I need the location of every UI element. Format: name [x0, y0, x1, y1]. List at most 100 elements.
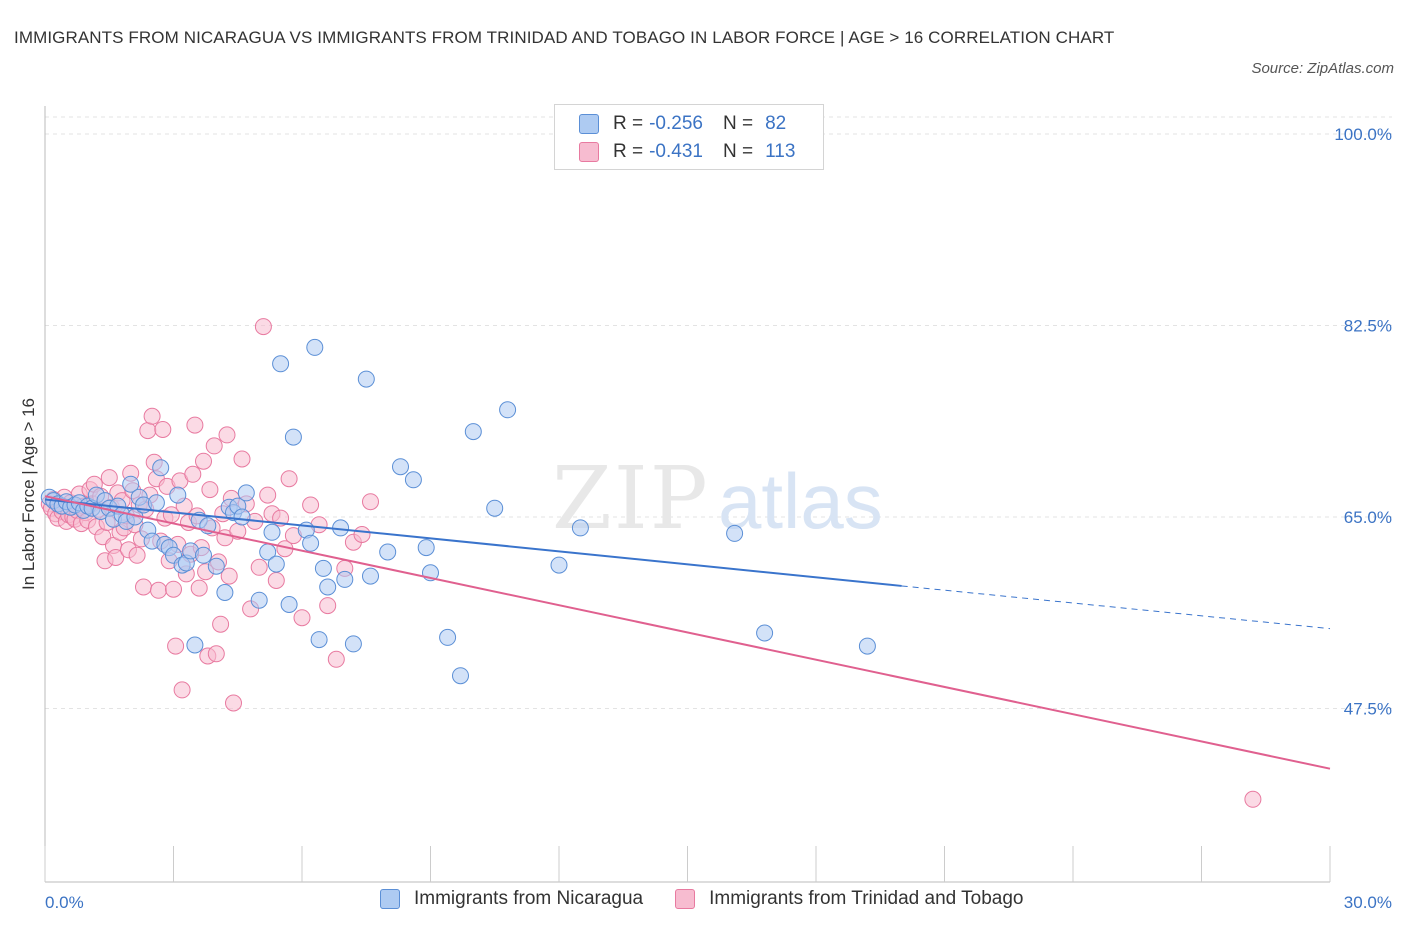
trinidad-point	[280, 470, 298, 488]
y-axis-label: In Labor Force | Age > 16	[19, 398, 38, 590]
trinidad-point	[128, 546, 146, 564]
nicaragua-point	[379, 543, 397, 561]
nicaragua-point	[392, 458, 409, 476]
trinidad-point	[250, 558, 268, 576]
nicaragua-point	[452, 667, 469, 685]
trinidad-point	[220, 567, 238, 585]
legend-swatch-pink	[675, 889, 696, 909]
y-tick-label: 100.0%	[1334, 125, 1392, 144]
trend-lines	[44, 495, 1331, 770]
nicaragua-point	[302, 534, 320, 552]
trinidad-point	[267, 572, 285, 589]
x-tick-label: 0.0%	[45, 893, 84, 912]
trend-line-nicaragua-extension	[901, 585, 1331, 630]
series-legend: Immigrants from Nicaragua Immigrants fro…	[380, 888, 1056, 910]
trinidad-point	[1244, 790, 1262, 808]
nicaragua-point	[310, 631, 328, 649]
nicaragua-point	[858, 637, 876, 655]
legend-r-value: -0.256	[649, 113, 703, 134]
nicaragua-point	[550, 556, 568, 574]
y-tick-label: 47.5%	[1344, 700, 1392, 719]
nicaragua-point	[263, 523, 281, 541]
y-tick-label: 82.5%	[1344, 317, 1392, 336]
nicaragua-point	[464, 423, 482, 441]
gridlines	[45, 116, 1392, 709]
trinidad-point	[327, 650, 345, 668]
chart-source: Source: ZipAtlas.com	[1251, 60, 1394, 77]
nicaragua-point	[336, 570, 354, 588]
nicaragua-point	[357, 370, 375, 388]
nicaragua-point	[439, 628, 457, 646]
legend-n-label: N =	[722, 113, 754, 134]
legend-label-nicaragua: Immigrants from Nicaragua	[414, 888, 644, 909]
trinidad-point	[154, 421, 172, 438]
series-trinidad-points	[40, 318, 1262, 808]
legend-n-value: 82	[765, 113, 787, 134]
trinidad-point	[259, 486, 277, 504]
nicaragua-point	[122, 475, 140, 493]
trinidad-point	[143, 407, 161, 425]
trinidad-point	[186, 416, 204, 434]
nicaragua-point	[756, 624, 774, 642]
legend-swatch-blue	[579, 114, 599, 134]
series-nicaragua-points	[40, 338, 876, 685]
nicaragua-point	[207, 557, 225, 575]
nicaragua-point	[362, 567, 379, 585]
correlation-legend: R = -0.256 N = 82 R = -0.431 N = 113	[554, 104, 824, 170]
trinidad-point	[150, 581, 167, 599]
legend-r-label: R =	[613, 141, 644, 162]
nicaragua-point	[250, 591, 268, 609]
trinidad-point	[362, 493, 379, 511]
nicaragua-point	[314, 559, 332, 577]
trinidad-point	[139, 422, 157, 440]
trinidad-point	[319, 597, 337, 615]
nicaragua-point	[152, 459, 170, 477]
trinidad-point	[190, 579, 208, 597]
trinidad-point	[293, 609, 311, 627]
y-tick-label: 65.0%	[1344, 508, 1392, 527]
chart-title: IMMIGRANTS FROM NICARAGUA VS IMMIGRANTS …	[14, 28, 1115, 47]
nicaragua-point	[267, 555, 285, 573]
nicaragua-point	[147, 494, 165, 512]
nicaragua-point	[284, 428, 302, 446]
watermark: ZIP atlas	[552, 449, 883, 549]
trend-line-trinidad	[44, 495, 1331, 770]
legend-row-trinidad: R = -0.431 N = 113	[579, 139, 795, 165]
nicaragua-point	[237, 484, 255, 502]
trinidad-point	[212, 615, 230, 633]
nicaragua-point	[319, 578, 337, 596]
trinidad-point	[184, 465, 202, 483]
nicaragua-point	[306, 338, 324, 356]
legend-n-value: 113	[765, 141, 796, 162]
nicaragua-point	[726, 524, 744, 542]
nicaragua-point	[571, 519, 589, 537]
nicaragua-point	[404, 471, 422, 489]
nicaragua-point	[195, 546, 212, 564]
trinidad-point	[201, 481, 219, 499]
trinidad-point	[135, 578, 152, 596]
trinidad-point	[233, 450, 251, 468]
nicaragua-point	[216, 584, 234, 601]
trinidad-point	[205, 437, 223, 455]
trinidad-point	[107, 549, 125, 566]
x-tick-label: 30.0%	[1344, 893, 1392, 912]
nicaragua-point	[486, 499, 504, 517]
trinidad-point	[225, 694, 242, 712]
trinidad-point	[302, 496, 320, 514]
trinidad-point	[254, 318, 272, 336]
nicaragua-point	[186, 636, 204, 654]
trinidad-point	[167, 637, 185, 655]
trinidad-point	[100, 469, 118, 487]
tick-labels: 100.0% 82.5% 65.0% 47.5% 0.0% 30.0%	[45, 125, 1392, 912]
nicaragua-point	[280, 596, 298, 613]
trinidad-point	[207, 645, 225, 663]
nicaragua-point	[233, 508, 251, 526]
legend-item-nicaragua: Immigrants from Nicaragua	[380, 888, 643, 910]
trinidad-point	[218, 426, 236, 444]
trinidad-point	[353, 526, 371, 543]
nicaragua-point	[499, 401, 517, 419]
legend-n-label: N =	[722, 141, 754, 162]
trinidad-point	[173, 681, 191, 699]
trinidad-point	[195, 452, 212, 470]
